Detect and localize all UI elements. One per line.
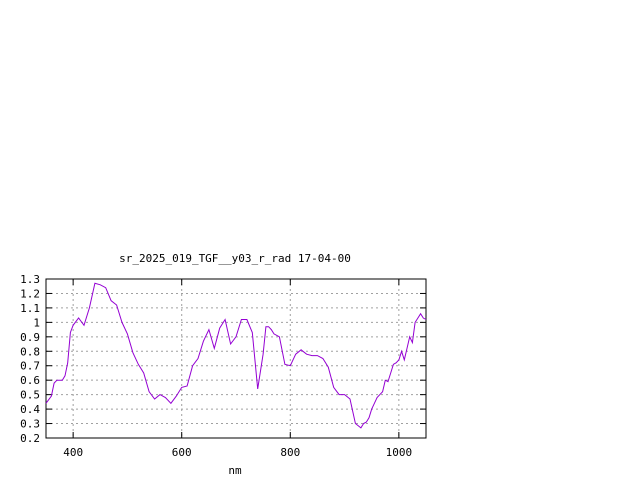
y-tick-label: 0.4 [20, 403, 40, 416]
series-line [45, 282, 427, 429]
axis-ticks: 0.20.3 0.40.5 0.60.7 0.80.9 11.1 1.21.3 400 600… [20, 273, 426, 459]
chart-title: sr_2025_019_TGF__y03_r_rad 17-04-00 [119, 252, 351, 265]
series-group [45, 282, 427, 429]
y-tick-label: 1.1 [20, 302, 40, 315]
y-tick-label: 0.8 [20, 345, 40, 358]
y-tick-label: 1.3 [20, 273, 40, 286]
x-tick-label: 600 [172, 446, 192, 459]
y-tick-label: 0.2 [20, 432, 40, 445]
grid-lines [46, 279, 426, 438]
x-tick-label: 1000 [386, 446, 413, 459]
x-axis-label: nm [228, 464, 242, 477]
y-tick-label: 0.5 [20, 389, 40, 402]
y-tick-label: 1.2 [20, 287, 40, 300]
x-tick-label: 800 [280, 446, 300, 459]
y-tick-label: 0.3 [20, 418, 40, 431]
y-tick-label: 0.9 [20, 331, 40, 344]
x-tick-label: 400 [63, 446, 83, 459]
plot-frame [45, 278, 427, 439]
y-tick-label: 1 [33, 316, 40, 329]
y-tick-label: 0.7 [20, 360, 40, 373]
y-tick-label: 0.6 [20, 374, 40, 387]
